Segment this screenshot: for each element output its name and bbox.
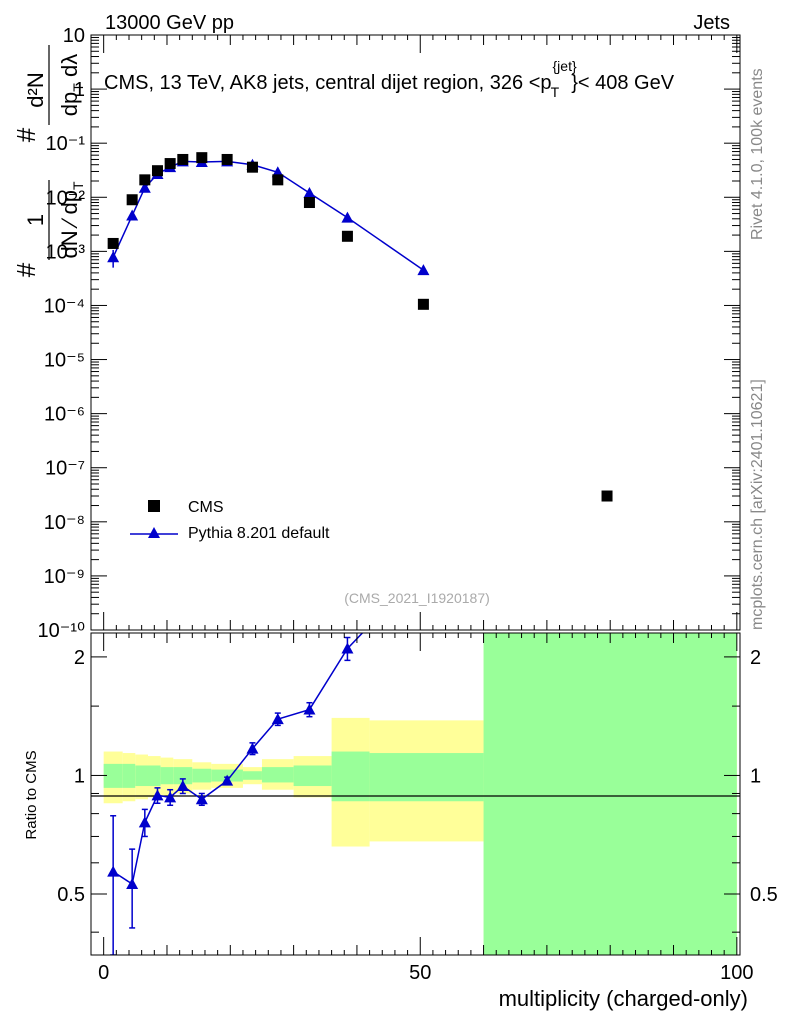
- ratio-point: [151, 789, 164, 801]
- ratio-band-green: [483, 633, 737, 955]
- ratio-ytick-label: 0.5: [57, 884, 85, 906]
- main-panel: 10⁻¹⁰ 10⁻⁹ 10⁻⁸ 10⁻⁷ 10⁻⁶ 10⁻⁵ 10⁻⁴ 10⁻³ 10⁻² 10⁻…: [38, 25, 741, 642]
- plot-title: CMS, 13 TeV, AK8 jets, central dijet reg…: [104, 58, 675, 100]
- svg-text:#: #: [11, 127, 41, 142]
- main-ytick-label: 10: [63, 25, 85, 47]
- ratio-band-green: [173, 767, 193, 785]
- cms-point: [164, 158, 176, 170]
- mcplots-label: mcplots.cern.ch [arXiv:2401.10621]: [749, 379, 766, 630]
- ratio-point: [221, 774, 234, 786]
- main-ytick-label: 10⁻⁸: [44, 512, 85, 534]
- pythia-point: [341, 211, 354, 223]
- ratio-band-green: [369, 753, 484, 802]
- legend-marker-cms: [148, 500, 160, 512]
- ratio-ytick-label: 2: [74, 647, 85, 669]
- main-ytick-label: 10⁻⁹: [44, 566, 85, 588]
- main-ytick-label: 10⁻⁶: [44, 404, 85, 426]
- cms-point: [107, 237, 119, 249]
- cms-point: [151, 165, 163, 177]
- ratio-series-group: [107, 633, 364, 955]
- cms-point: [341, 230, 353, 242]
- pythia-point: [107, 251, 120, 263]
- ratio-point: [303, 703, 316, 715]
- pythia-point: [138, 181, 151, 193]
- cms-point: [246, 161, 258, 173]
- cms-point: [126, 194, 138, 206]
- ratio-ylabel: Ratio to CMS: [23, 750, 40, 839]
- legend-marker-pythia: [148, 527, 160, 538]
- ratio-point: [107, 865, 120, 877]
- ratio-point: [271, 713, 284, 725]
- ratio-band-green: [331, 751, 370, 802]
- main-ytick-label: 10⁻²: [46, 187, 86, 209]
- analysis-id-label: (CMS_2021_I1920187): [344, 590, 490, 606]
- ratio-band-green: [293, 765, 332, 787]
- ratio-panel: 0.5 0.5 1 1 2 2 0 50 100: [57, 632, 778, 984]
- ratio-series-layer: [107, 633, 364, 955]
- cms-point: [139, 174, 151, 186]
- ratio-point: [126, 878, 139, 890]
- ratio-band-green: [261, 767, 294, 783]
- ratio-band-green: [103, 763, 123, 788]
- main-series-layer: [107, 152, 613, 502]
- ratio-band-green: [122, 763, 136, 788]
- main-ytick-label: 1: [74, 79, 85, 101]
- ratio-axis-ticks: 0.5 0.5 1 1 2 2 0 50 100: [57, 633, 778, 984]
- ratio-band-green: [160, 767, 174, 785]
- beam-label: 13000 GeV pp: [105, 12, 234, 34]
- legend: CMS Pythia 8.201 default: [130, 499, 330, 542]
- ratio-point: [164, 791, 177, 803]
- cms-point: [272, 174, 284, 186]
- ratio-ytick-label-right: 2: [750, 647, 761, 669]
- ratio-ytick-label: 1: [74, 765, 85, 787]
- main-axis-ticks: 10⁻¹⁰ 10⁻⁹ 10⁻⁸ 10⁻⁷ 10⁻⁶ 10⁻⁵ 10⁻⁴ 10⁻³ 10⁻² 10⁻…: [38, 25, 740, 642]
- cms-point: [417, 298, 429, 310]
- process-label: Jets: [693, 12, 730, 34]
- cms-point: [221, 153, 233, 165]
- ratio-band-green: [147, 765, 161, 787]
- main-ytick-label: 10⁻⁴: [44, 295, 85, 317]
- ratio-point: [138, 816, 151, 828]
- ratio-uncertainty-bands: [103, 633, 737, 955]
- main-ytick-label: 10⁻³: [46, 241, 86, 263]
- pythia-point: [417, 264, 430, 276]
- svg-text:dN ⁄ dpT: dN ⁄ dpT: [57, 181, 86, 259]
- ratio-point: [195, 793, 208, 805]
- xtick-label: 100: [720, 962, 753, 984]
- main-ytick-label: 10⁻⁵: [44, 350, 85, 372]
- main-ytick-label: 10⁻¹: [46, 133, 86, 155]
- ratio-point: [341, 642, 354, 654]
- ratio-ytick-label-right: 1: [750, 765, 761, 787]
- ratio-band-green: [242, 771, 262, 780]
- ratio-band-green: [135, 765, 148, 787]
- main-ytick-label: 10⁻¹⁰: [38, 620, 85, 642]
- main-frame: [90, 34, 741, 631]
- ratio-ytick-label-right: 0.5: [750, 884, 778, 906]
- ratio-point: [246, 742, 259, 754]
- main-ytick-label: 10⁻⁷: [45, 458, 85, 480]
- cms-point: [303, 197, 315, 209]
- ratio-frame: [90, 632, 741, 956]
- xtick-label: 0: [98, 962, 109, 984]
- cms-point: [601, 490, 613, 502]
- ratio-point: [176, 780, 189, 792]
- xtick-label: 50: [409, 962, 431, 984]
- pythia-point: [303, 186, 316, 198]
- legend-label-pythia: Pythia 8.201 default: [188, 525, 330, 542]
- legend-label-cms: CMS: [188, 499, 224, 516]
- rivet-version-label: Rivet 4.1.0, 100k events: [749, 68, 766, 240]
- cms-point: [177, 153, 189, 165]
- svg-text:#: #: [11, 262, 41, 277]
- xaxis-label: multiplicity (charged-only): [499, 986, 748, 1011]
- svg-text:d²N: d²N: [23, 72, 48, 107]
- ratio-band-green: [192, 768, 212, 783]
- cms-point: [196, 152, 208, 164]
- pythia-point: [126, 209, 139, 221]
- svg-text:1: 1: [23, 214, 48, 226]
